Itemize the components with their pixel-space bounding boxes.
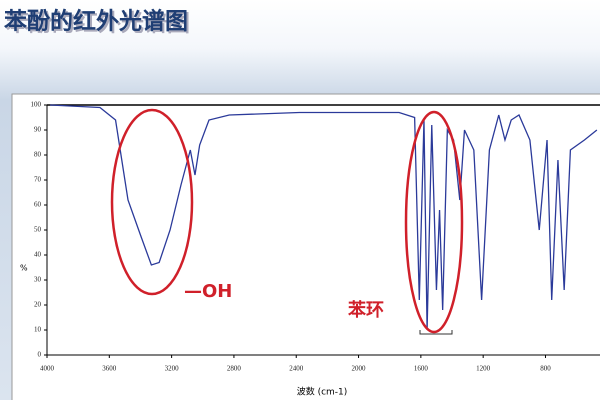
y-tick-label: 100 xyxy=(31,101,42,109)
y-tick-label: 10 xyxy=(34,326,42,334)
x-tick-label: 1200 xyxy=(476,365,491,373)
x-tick-label: 2800 xyxy=(227,365,242,373)
y-tick-label: 80 xyxy=(34,151,42,159)
x-tick-label: 3200 xyxy=(165,365,180,373)
y-tick-label: 90 xyxy=(34,126,42,134)
y-tick-label: 70 xyxy=(34,176,42,184)
chart-title: 苯酚的红外光谱图 xyxy=(3,8,188,35)
x-axis-label: 波数 (cm-1) xyxy=(297,386,348,398)
x-tick-label: 2000 xyxy=(352,365,367,373)
y-tick-label: 50 xyxy=(34,226,42,234)
x-tick-label: 1600 xyxy=(414,365,429,373)
y-tick-label: 60 xyxy=(34,201,42,209)
y-tick-label: 0 xyxy=(38,351,42,359)
chart-frame xyxy=(12,94,600,400)
annotation: 苯环 xyxy=(347,299,384,321)
y-tick-label: 40 xyxy=(34,251,42,259)
y-axis-label: % xyxy=(20,264,28,273)
x-tick-label: 800 xyxy=(540,365,551,373)
x-tick-label: 4000 xyxy=(40,365,55,373)
y-tick-label: 30 xyxy=(34,276,42,284)
x-tick-label: 2400 xyxy=(289,365,304,373)
x-tick-label: 3600 xyxy=(102,365,117,373)
annotation: —OH xyxy=(184,281,232,302)
y-tick-label: 20 xyxy=(34,301,42,309)
